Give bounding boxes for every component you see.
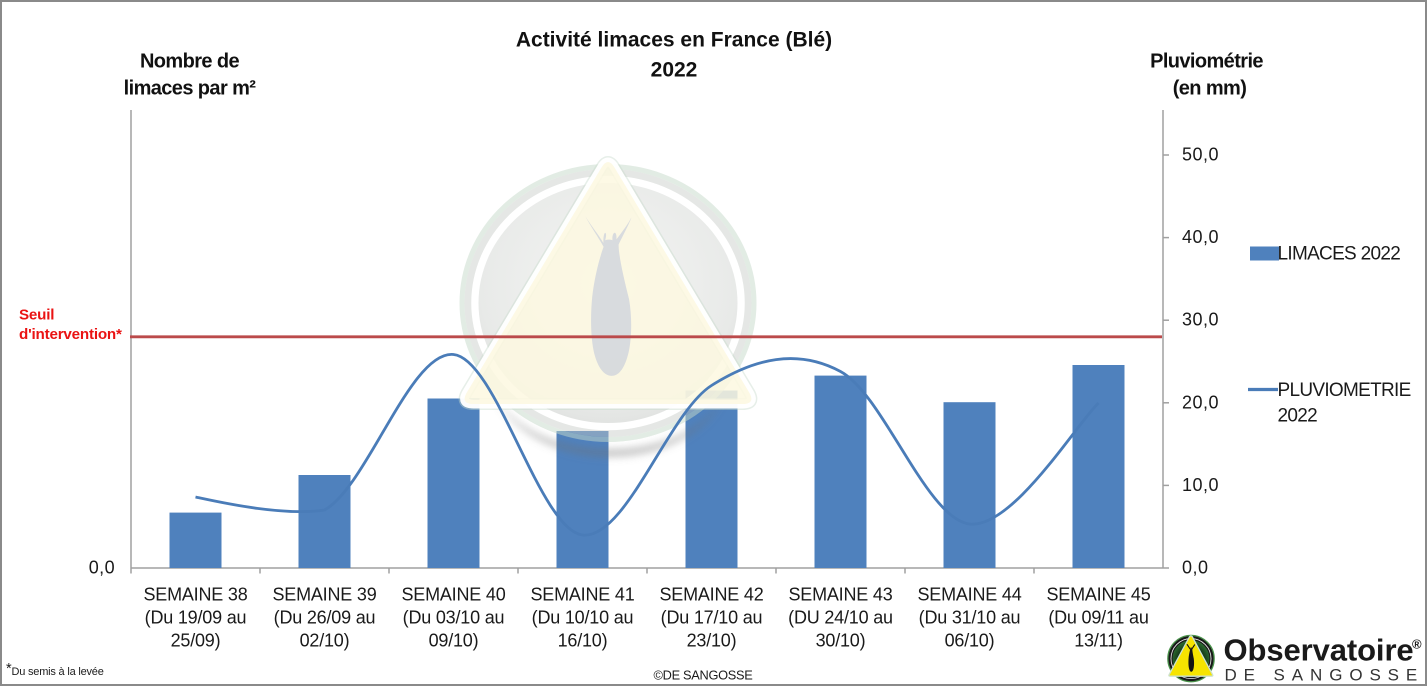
svg-text:Pluviométrie: Pluviométrie xyxy=(1150,50,1263,72)
svg-text:Seuil: Seuil xyxy=(19,307,54,324)
svg-text:SEMAINE 41: SEMAINE 41 xyxy=(530,585,634,605)
svg-text:Activité limaces en France (Bl: Activité limaces en France (Blé) xyxy=(516,29,832,52)
svg-text:limaces par m²: limaces par m² xyxy=(124,77,257,99)
svg-text:SEMAINE 44: SEMAINE 44 xyxy=(917,585,1021,605)
svg-text:16/10): 16/10) xyxy=(558,631,608,651)
svg-text:Nombre de: Nombre de xyxy=(140,50,240,72)
svg-text:09/10): 09/10) xyxy=(429,631,479,651)
svg-text:0,0: 0,0 xyxy=(1182,558,1209,578)
svg-text:(Du 17/10 au: (Du 17/10 au xyxy=(661,608,763,628)
svg-text:DE SANGOSSE: DE SANGOSSE xyxy=(1225,666,1425,685)
svg-text:SEMAINE 39: SEMAINE 39 xyxy=(272,585,376,605)
svg-text:SEMAINE 45: SEMAINE 45 xyxy=(1046,585,1150,605)
svg-text:02/10): 02/10) xyxy=(300,631,350,651)
svg-text:©DE SANGOSSE: ©DE SANGOSSE xyxy=(654,668,753,683)
svg-text:SEMAINE 42: SEMAINE 42 xyxy=(659,585,763,605)
svg-text:2022: 2022 xyxy=(651,59,698,82)
svg-text:10,0: 10,0 xyxy=(1182,475,1219,495)
svg-text:(Du 19/09 au: (Du 19/09 au xyxy=(145,608,247,628)
svg-text:06/10): 06/10) xyxy=(945,631,995,651)
svg-text:SEMAINE 38: SEMAINE 38 xyxy=(143,585,247,605)
svg-text:LIMACES 2022: LIMACES 2022 xyxy=(1278,244,1401,265)
svg-text:0,0: 0,0 xyxy=(89,558,115,578)
svg-text:(DU 24/10 au: (DU 24/10 au xyxy=(788,608,893,628)
svg-text:50,0: 50,0 xyxy=(1182,145,1219,165)
svg-text:SEMAINE 40: SEMAINE 40 xyxy=(401,585,505,605)
svg-text:23/10): 23/10) xyxy=(687,631,737,651)
svg-text:(Du 26/09 au: (Du 26/09 au xyxy=(274,608,376,628)
svg-text:25/09): 25/09) xyxy=(171,631,221,651)
svg-text:2022: 2022 xyxy=(1278,406,1318,427)
svg-text:d'intervention*: d'intervention* xyxy=(19,326,122,343)
svg-text:20,0: 20,0 xyxy=(1182,392,1219,412)
svg-text:(Du 10/10 au: (Du 10/10 au xyxy=(532,608,634,628)
svg-text:13/11): 13/11) xyxy=(1074,631,1123,651)
svg-text:SEMAINE 43: SEMAINE 43 xyxy=(788,585,892,605)
svg-text:40,0: 40,0 xyxy=(1182,227,1219,247)
svg-text:30/10): 30/10) xyxy=(816,631,866,651)
svg-text:(Du 09/11 au: (Du 09/11 au xyxy=(1048,608,1148,628)
svg-text:(en mm): (en mm) xyxy=(1173,77,1247,99)
svg-text:30,0: 30,0 xyxy=(1182,310,1219,330)
svg-text:Observatoire: Observatoire xyxy=(1224,632,1414,667)
svg-text:®: ® xyxy=(1412,637,1422,652)
svg-text:(Du 31/10 au: (Du 31/10 au xyxy=(919,608,1021,628)
svg-text:PLUVIOMETRIE: PLUVIOMETRIE xyxy=(1278,380,1411,401)
svg-text:*Du semis à la levée: *Du semis à la levée xyxy=(6,661,104,678)
svg-text:(Du 03/10 au: (Du 03/10 au xyxy=(403,608,505,628)
